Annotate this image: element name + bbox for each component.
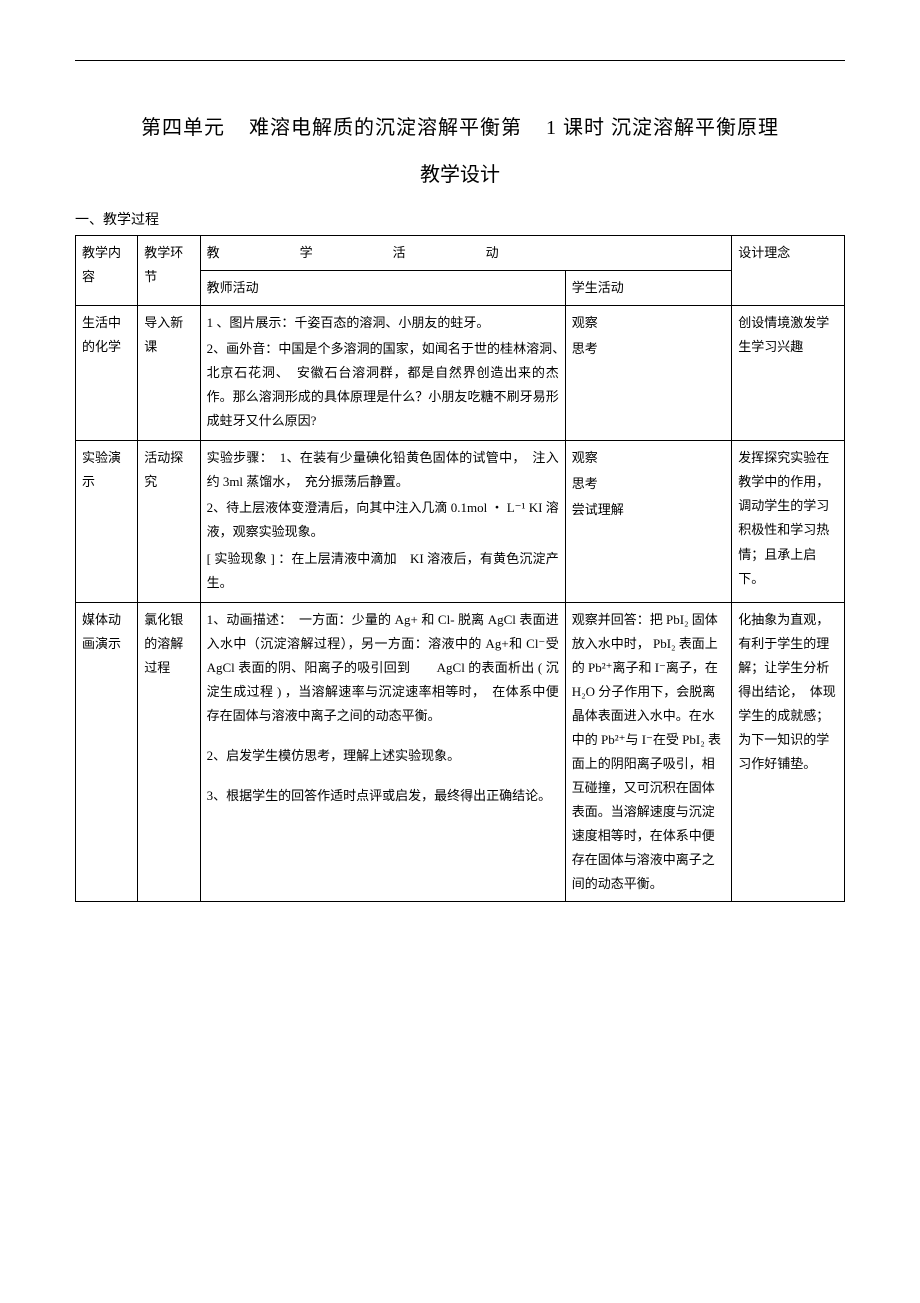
cell-phase: 氯化银的溶解过程 — [138, 602, 200, 902]
header-student: 学生活动 — [565, 271, 731, 306]
title-part4: 沉淀溶解平衡原理 — [611, 117, 779, 139]
cell-phase: 活动探究 — [138, 441, 200, 602]
document-subtitle: 教学设计 — [75, 158, 845, 187]
cell-phase: 导入新课 — [138, 306, 200, 441]
cell-rationale: 化抽象为直观，有利于学生的理解；让学生分析得出结论， 体现学生的成就感； 为下一… — [732, 602, 845, 902]
header-phase: 教学环节 — [138, 236, 200, 306]
document-title: 第四单元 难溶电解质的沉淀溶解平衡第 1 课时 沉淀溶解平衡原理 — [75, 111, 845, 140]
header-activity: 教 学 活 动 — [200, 236, 732, 271]
header-teacher: 教师活动 — [200, 271, 565, 306]
title-part2: 难溶电解质的沉淀溶解平衡第 — [249, 117, 522, 139]
table-row: 媒体动画演示 氯化银的溶解过程 1、动画描述： 一方面：少量的 Ag+ 和 Cl… — [76, 602, 845, 902]
cell-student: 观察思考 — [565, 306, 731, 441]
cell-student: 观察思考尝试理解 — [565, 441, 731, 602]
page-top-rule — [75, 60, 845, 61]
lesson-plan-table: 教学内容 教学环节 教 学 活 动 设计理念 教师活动 学生活动 生活中的化学 … — [75, 235, 845, 902]
table-row: 实验演示 活动探究 实验步骤： 1、在装有少量碘化铅黄色固体的试管中， 注入约 … — [76, 441, 845, 602]
table-header-row-1: 教学内容 教学环节 教 学 活 动 设计理念 — [76, 236, 845, 271]
title-part1: 第四单元 — [141, 117, 225, 139]
cell-teacher: 1 、图片展示：千姿百态的溶洞、小朋友的蛀牙。2、画外音：中国是个多溶洞的国家，… — [200, 306, 565, 441]
section-header: 一、教学过程 — [75, 209, 845, 229]
cell-teacher: 实验步骤： 1、在装有少量碘化铅黄色固体的试管中， 注入约 3ml 蒸馏水， 充… — [200, 441, 565, 602]
header-rationale: 设计理念 — [732, 236, 845, 306]
cell-rationale: 创设情境激发学生学习兴趣 — [732, 306, 845, 441]
cell-content: 生活中的化学 — [76, 306, 138, 441]
header-content: 教学内容 — [76, 236, 138, 306]
cell-content: 媒体动画演示 — [76, 602, 138, 902]
cell-content: 实验演示 — [76, 441, 138, 602]
cell-teacher: 1、动画描述： 一方面：少量的 Ag+ 和 Cl- 脱离 AgCl 表面进入水中… — [200, 602, 565, 902]
cell-rationale: 发挥探究实验在教学中的作用，调动学生的学习积极性和学习热情；且承上启下。 — [732, 441, 845, 602]
table-row: 生活中的化学 导入新课 1 、图片展示：千姿百态的溶洞、小朋友的蛀牙。2、画外音… — [76, 306, 845, 441]
cell-student: 观察并回答：把 PbI₂ 固体放入水中时， PbI₂ 表面上的 Pb²⁺离子和 … — [565, 602, 731, 902]
title-part3: 1 课时 — [546, 117, 605, 139]
